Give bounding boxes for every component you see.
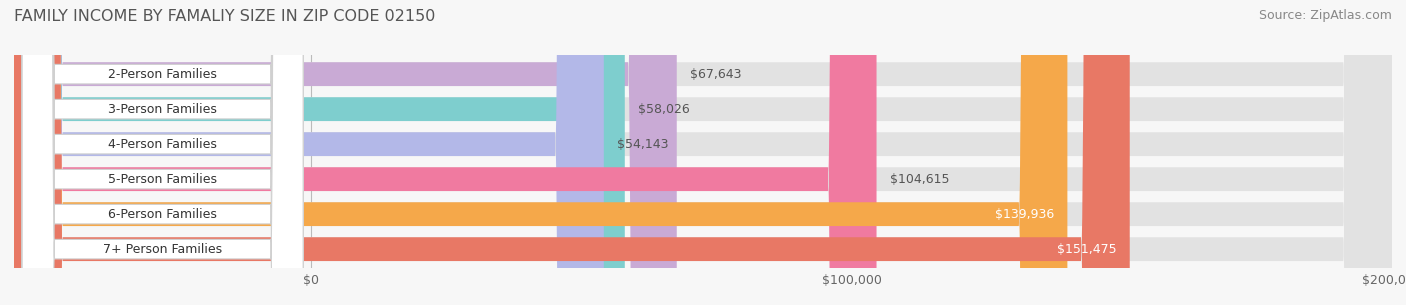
FancyBboxPatch shape xyxy=(22,0,304,305)
FancyBboxPatch shape xyxy=(14,0,1392,305)
FancyBboxPatch shape xyxy=(14,0,624,305)
FancyBboxPatch shape xyxy=(14,0,1392,305)
Text: 5-Person Families: 5-Person Families xyxy=(108,173,217,186)
FancyBboxPatch shape xyxy=(14,0,1392,305)
FancyBboxPatch shape xyxy=(14,0,1392,305)
FancyBboxPatch shape xyxy=(22,0,304,305)
Text: 4-Person Families: 4-Person Families xyxy=(108,138,217,151)
FancyBboxPatch shape xyxy=(22,0,304,305)
FancyBboxPatch shape xyxy=(22,0,304,305)
Text: $139,936: $139,936 xyxy=(994,208,1054,221)
Text: $67,643: $67,643 xyxy=(690,68,742,81)
Text: Source: ZipAtlas.com: Source: ZipAtlas.com xyxy=(1258,9,1392,22)
Text: 2-Person Families: 2-Person Families xyxy=(108,68,217,81)
Text: $54,143: $54,143 xyxy=(617,138,669,151)
FancyBboxPatch shape xyxy=(14,0,1130,305)
Text: FAMILY INCOME BY FAMALIY SIZE IN ZIP CODE 02150: FAMILY INCOME BY FAMALIY SIZE IN ZIP COD… xyxy=(14,9,436,24)
FancyBboxPatch shape xyxy=(14,0,1067,305)
FancyBboxPatch shape xyxy=(14,0,603,305)
FancyBboxPatch shape xyxy=(22,0,304,305)
FancyBboxPatch shape xyxy=(14,0,676,305)
FancyBboxPatch shape xyxy=(14,0,1392,305)
Text: $151,475: $151,475 xyxy=(1056,243,1116,256)
FancyBboxPatch shape xyxy=(14,0,1392,305)
FancyBboxPatch shape xyxy=(22,0,304,305)
Text: 3-Person Families: 3-Person Families xyxy=(108,103,217,116)
Text: $104,615: $104,615 xyxy=(890,173,949,186)
FancyBboxPatch shape xyxy=(14,0,876,305)
Text: 7+ Person Families: 7+ Person Families xyxy=(103,243,222,256)
Text: 6-Person Families: 6-Person Families xyxy=(108,208,217,221)
Text: $58,026: $58,026 xyxy=(638,103,690,116)
